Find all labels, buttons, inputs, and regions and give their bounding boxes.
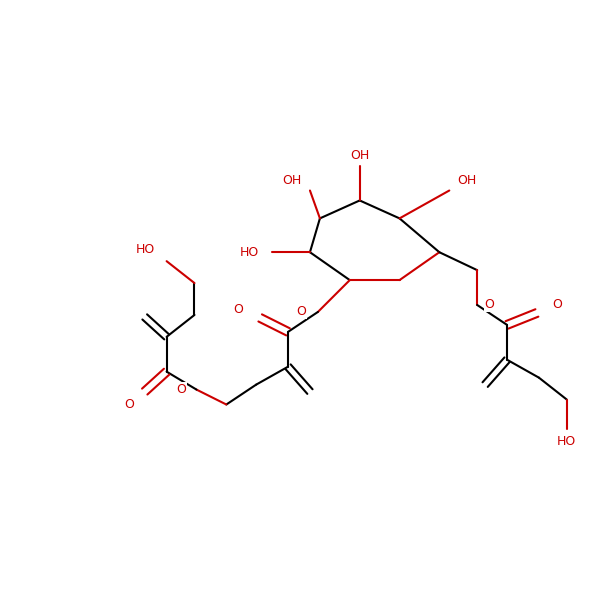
- Text: HO: HO: [557, 435, 577, 448]
- Text: OH: OH: [350, 149, 370, 162]
- Text: HO: HO: [240, 246, 259, 259]
- Text: O: O: [176, 383, 187, 396]
- Text: OH: OH: [457, 174, 476, 187]
- Text: O: O: [124, 398, 134, 411]
- Text: O: O: [296, 305, 306, 319]
- Text: HO: HO: [136, 243, 155, 256]
- Text: OH: OH: [283, 174, 302, 187]
- Text: O: O: [233, 304, 243, 316]
- Text: O: O: [484, 298, 494, 311]
- Text: O: O: [552, 298, 562, 311]
